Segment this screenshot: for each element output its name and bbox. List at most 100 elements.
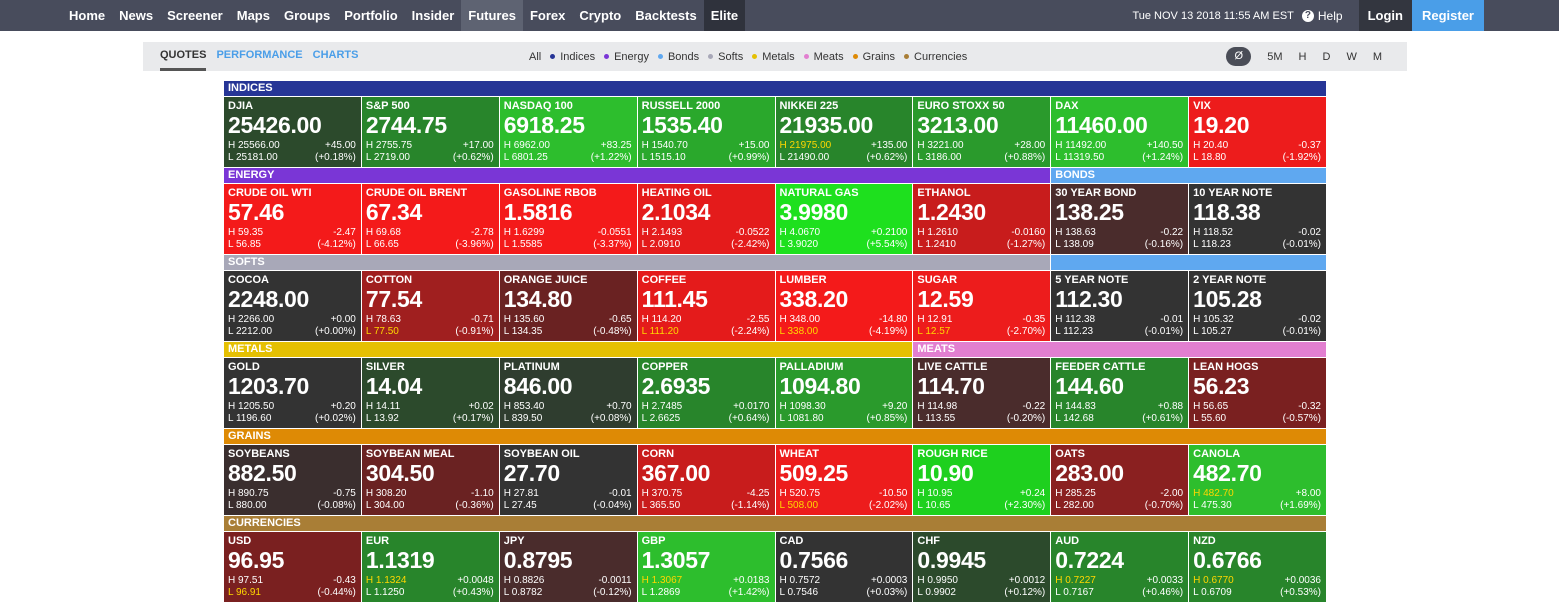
tile-change-percent: (-0.08%) bbox=[317, 500, 356, 511]
tile-change-percent: (-0.20%) bbox=[1006, 413, 1046, 424]
tile-corn[interactable]: CORN 367.00 H 370.75 L 365.50 -4.25 (-1.14%) bbox=[637, 445, 775, 515]
tile-platinum[interactable]: PLATINUM 846.00 H 853.40 L 839.50 +0.70 (+0.0… bbox=[499, 358, 637, 428]
tile-10-year-note[interactable]: 10 YEAR NOTE 118.38 H 118.52 L 118.23 -0.02(… bbox=[1189, 184, 1326, 254]
tab-charts[interactable]: CHARTS bbox=[312, 49, 359, 61]
tile-price: 3213.00 bbox=[917, 112, 999, 138]
help-link[interactable]: ? Help bbox=[1301, 9, 1343, 23]
tile-palladium[interactable]: PALLADIUM 1094.80 H 1098.30 L 1081.80 +9.20(… bbox=[775, 358, 913, 428]
nav-crypto[interactable]: Crypto bbox=[579, 8, 622, 23]
tile-cotton[interactable]: COTTON 77.54 H 78.63 L 77.50 -0.71 (-0.91%) bbox=[361, 271, 499, 341]
tile-copper[interactable]: COPPER 2.6935 H 2.7485 L 2.6625 +0.0170 (+0.6… bbox=[637, 358, 775, 428]
tile-gbp[interactable]: GBP 1.3057 H 1.3067 L 1.2869 +0.0183 (+1.42%) bbox=[637, 532, 775, 602]
tab-quotes[interactable]: QUOTES bbox=[160, 42, 207, 71]
nav-elite[interactable]: Elite bbox=[703, 0, 746, 31]
tile-soybean-meal[interactable]: SOYBEAN MEAL 304.50 H 308.20 L 304.00 -1.10(… bbox=[361, 445, 499, 515]
filter-softs[interactable]: Softs bbox=[708, 51, 743, 63]
filter-all[interactable]: All bbox=[529, 51, 541, 63]
tile-sugar[interactable]: SUGAR 12.59 H 12.91 L 12.57 -0.35 (-2.70%) bbox=[913, 271, 1051, 341]
tile-usd[interactable]: USD 96.95 H 97.51 L 96.91 -0.43 (-0.44%) bbox=[224, 532, 361, 602]
tile-change: +0.20 bbox=[330, 401, 356, 412]
register-button[interactable]: Register bbox=[1411, 0, 1484, 31]
tile-cad[interactable]: CAD 0.7566 H 0.7572 L 0.7546 +0.0003 (+0.03%) bbox=[775, 532, 913, 602]
tile-5-year-note[interactable]: 5 YEAR NOTE 112.30 H 112.38 L 112.23 -0.01 (-… bbox=[1051, 271, 1189, 341]
tile-30-year-bond[interactable]: 30 YEAR BOND 138.25 H 138.63 L 138.09 -0.22(… bbox=[1051, 184, 1189, 254]
filter-bonds[interactable]: Bonds bbox=[657, 51, 699, 63]
nav-portfolio[interactable]: Portfolio bbox=[344, 8, 398, 23]
tile-eur[interactable]: EUR 1.1319 H 1.1324 L 1.1250 +0.0048 (+0.43%) bbox=[361, 532, 499, 602]
filter-meats[interactable]: Meats bbox=[803, 51, 844, 63]
tile-high: H 0.8826 bbox=[503, 575, 545, 586]
tile-low: L 1196.60 bbox=[228, 413, 272, 424]
nav-screener[interactable]: Screener bbox=[167, 8, 223, 23]
tile-name: CHF bbox=[917, 535, 940, 547]
tile-cocoa[interactable]: COCOA 2248.00 H 2266.00 L 2212.00 +0.00 (+0.0… bbox=[224, 271, 361, 341]
tile-soybean-oil[interactable]: SOYBEAN OIL 27.70 H 27.81 L 27.45 -0.01 (-0.0… bbox=[499, 445, 637, 515]
tile-2-year-note[interactable]: 2 YEAR NOTE 105.28 H 105.32 L 105.27 -0.02 (-… bbox=[1189, 271, 1326, 341]
tile-crude-oil-wti[interactable]: CRUDE OIL WTI 57.46 H 59.35 L 56.85 -2.47 (-4… bbox=[224, 184, 361, 254]
tile-euro-stoxx-50[interactable]: EURO STOXX 50 3213.00 H 3221.00 L 3186.00 +2… bbox=[913, 97, 1051, 167]
timeframe-5m[interactable]: 5M bbox=[1267, 50, 1283, 63]
nav-maps[interactable]: Maps bbox=[236, 8, 270, 23]
tile-lumber[interactable]: LUMBER 338.20 H 348.00 L 338.00 -14.80 (-4.19… bbox=[775, 271, 913, 341]
tile-low: L 118.23 bbox=[1193, 239, 1231, 250]
tile-russell-2000[interactable]: RUSSELL 2000 1535.40 H 1540.70 L 1515.10 +15… bbox=[637, 97, 775, 167]
tile-price: 2248.00 bbox=[228, 286, 310, 312]
tile-heating-oil[interactable]: HEATING OIL 2.1034 H 2.1493 L 2.0910 -0.0522… bbox=[637, 184, 775, 254]
tile-change-percent: (-0.01%) bbox=[1144, 326, 1184, 337]
nav-news[interactable]: News bbox=[119, 8, 154, 23]
tile-dax[interactable]: DAX 11460.00 H 11492.00 L 11319.50 +140.50 (+… bbox=[1051, 97, 1189, 167]
tile-s-p-500[interactable]: S&P 500 2744.75 H 2755.75 L 2719.00 +17.00 (+… bbox=[361, 97, 499, 167]
tile-lean-hogs[interactable]: LEAN HOGS 56.23 H 56.65 L 55.60 -0.32 (-0.57%… bbox=[1189, 358, 1326, 428]
tile-high: H 20.40 bbox=[1193, 140, 1229, 151]
filter-currencies[interactable]: Currencies bbox=[904, 51, 967, 63]
tile-low: L 0.7167 bbox=[1055, 587, 1094, 598]
login-button[interactable]: Login bbox=[1358, 0, 1412, 31]
tile-nikkei-225[interactable]: NIKKEI 225 21935.00 H 21975.00 L 21490.00 +1… bbox=[775, 97, 913, 167]
tile-gold[interactable]: GOLD 1203.70 H 1205.50 L 1196.60 +0.20 (+0.02… bbox=[224, 358, 361, 428]
tile-live-cattle[interactable]: LIVE CATTLE 114.70 H 114.98 L 113.55 -0.22 (-… bbox=[913, 358, 1051, 428]
tile-nzd[interactable]: NZD 0.6766 H 0.6770 L 0.6709 +0.0036 (+0.53%) bbox=[1189, 532, 1326, 602]
nav-home[interactable]: Home bbox=[69, 8, 106, 23]
tile-change-percent: (+1.42%) bbox=[728, 587, 770, 598]
tile-nasdaq-100[interactable]: NASDAQ 100 6918.25 H 6962.00 L 6801.25 +83.2… bbox=[499, 97, 637, 167]
tile-price: 19.20 bbox=[1193, 112, 1250, 138]
tile-soybeans[interactable]: SOYBEANS 882.50 H 890.75 L 880.00 -0.75 (-0.0… bbox=[224, 445, 361, 515]
tile-canola[interactable]: CANOLA 482.70 H 482.70 L 475.30 +8.00 (+1.69%… bbox=[1189, 445, 1326, 515]
tile-low: L 338.00 bbox=[779, 326, 819, 337]
tile-vix[interactable]: VIX 19.20 H 20.40 L 18.80 -0.37 (-1.92%) bbox=[1189, 97, 1326, 167]
filter-energy[interactable]: Energy bbox=[604, 51, 649, 63]
timeframe-blank[interactable]: Ø bbox=[1226, 47, 1252, 66]
nav-insider[interactable]: Insider bbox=[411, 8, 455, 23]
timeframe-d[interactable]: D bbox=[1322, 50, 1331, 63]
timeframe-w[interactable]: W bbox=[1346, 50, 1357, 63]
tile-silver[interactable]: SILVER 14.04 H 14.11 L 13.92 +0.02 (+0.17%) bbox=[361, 358, 499, 428]
tile-chf[interactable]: CHF 0.9945 H 0.9950 L 0.9902 +0.0012 (+0.12%) bbox=[913, 532, 1051, 602]
view-tabs: QUOTES PERFORMANCE CHARTS bbox=[160, 42, 368, 71]
tile-natural-gas[interactable]: NATURAL GAS 3.9980 H 4.0670 L 3.9020 +0.2100… bbox=[775, 184, 913, 254]
tile-oats[interactable]: OATS 283.00 H 285.25 L 282.00 -2.00 (-0.70%) bbox=[1051, 445, 1189, 515]
timeframe-h[interactable]: H bbox=[1298, 50, 1307, 63]
tile-orange-juice[interactable]: ORANGE JUICE 134.80 H 135.60 L 134.35 -0.65(… bbox=[499, 271, 637, 341]
tile-price: 134.80 bbox=[503, 286, 573, 312]
filter-metals[interactable]: Metals bbox=[752, 51, 795, 63]
tile-aud[interactable]: AUD 0.7224 H 0.7227 L 0.7167 +0.0033 (+0.46%) bbox=[1051, 532, 1189, 602]
tile-wheat[interactable]: WHEAT 509.25 H 520.75 L 508.00 -10.50 (-2.02%… bbox=[775, 445, 913, 515]
nav-groups[interactable]: Groups bbox=[283, 8, 331, 23]
tile-coffee[interactable]: COFFEE 111.45 H 114.20 L 111.20 -2.55 (-2.24%… bbox=[637, 271, 775, 341]
tile-jpy[interactable]: JPY 0.8795 H 0.8826 L 0.8782 -0.0011 (-0.12%) bbox=[499, 532, 637, 602]
tile-gasoline-rbob[interactable]: GASOLINE RBOB 1.5816 H 1.6299 L 1.5585 -0.05… bbox=[499, 184, 637, 254]
filter-indices[interactable]: Indices bbox=[550, 51, 595, 63]
tile-feeder-cattle[interactable]: FEEDER CATTLE 144.60 H 144.83 L 142.68 +0.88… bbox=[1051, 358, 1189, 428]
nav-backtests[interactable]: Backtests bbox=[635, 8, 697, 23]
tile-crude-oil-brent[interactable]: CRUDE OIL BRENT 67.34 H 69.68 L 66.65 -2.78(… bbox=[361, 184, 499, 254]
tile-change: +17.00 bbox=[462, 140, 494, 151]
filter-grains[interactable]: Grains bbox=[852, 51, 895, 63]
tile-high: H 2.1493 bbox=[641, 227, 683, 238]
tile-ethanol[interactable]: ETHANOL 1.2430 H 1.2610 L 1.2410 -0.0160 (-1.… bbox=[913, 184, 1051, 254]
tile-rough-rice[interactable]: ROUGH RICE 10.90 H 10.95 L 10.65 +0.24 (+2.30… bbox=[913, 445, 1051, 515]
timeframe-m[interactable]: M bbox=[1372, 50, 1382, 63]
tab-performance[interactable]: PERFORMANCE bbox=[216, 49, 303, 61]
nav-forex[interactable]: Forex bbox=[529, 8, 566, 23]
nav-futures[interactable]: Futures bbox=[461, 0, 523, 31]
tile-djia[interactable]: DJIA 25426.00 H 25566.00 L 25181.00 +45.00 (+… bbox=[224, 97, 361, 167]
